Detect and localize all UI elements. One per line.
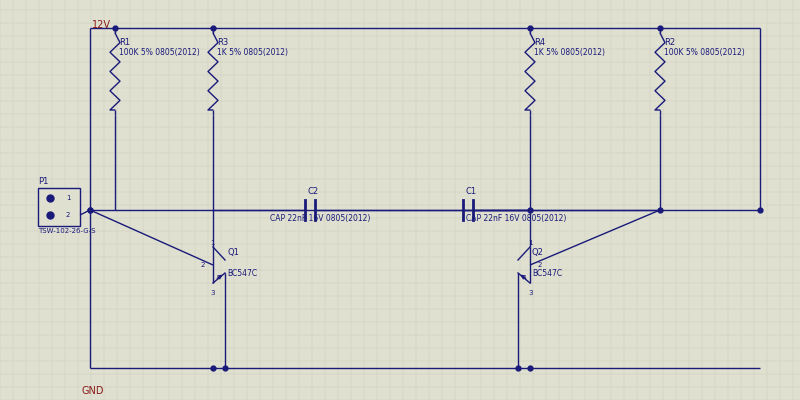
Text: GND: GND: [82, 386, 105, 396]
Text: CAP 22nF 16V 0805(2012): CAP 22nF 16V 0805(2012): [270, 214, 370, 223]
Text: P1: P1: [38, 177, 48, 186]
Text: C1: C1: [466, 187, 477, 196]
Text: 1K 5% 0805(2012): 1K 5% 0805(2012): [217, 48, 288, 57]
Text: R4: R4: [534, 38, 545, 47]
Text: 3: 3: [210, 290, 215, 296]
Text: 1K 5% 0805(2012): 1K 5% 0805(2012): [534, 48, 605, 57]
Text: 2: 2: [538, 262, 542, 268]
Text: BC547C: BC547C: [532, 269, 562, 278]
Text: C2: C2: [308, 187, 319, 196]
Text: 1: 1: [528, 240, 533, 246]
Text: 100K 5% 0805(2012): 100K 5% 0805(2012): [664, 48, 745, 57]
Text: R3: R3: [217, 38, 228, 47]
Text: 2: 2: [66, 212, 70, 218]
Text: 1: 1: [66, 195, 70, 201]
Text: TSW-102-26-G-S: TSW-102-26-G-S: [38, 228, 95, 234]
Bar: [38, 188, 80, 226]
Text: CAP 22nF 16V 0805(2012): CAP 22nF 16V 0805(2012): [466, 214, 566, 223]
Text: Q2: Q2: [532, 248, 544, 257]
Text: 100K 5% 0805(2012): 100K 5% 0805(2012): [119, 48, 200, 57]
Text: 2: 2: [201, 262, 205, 268]
Text: R1: R1: [119, 38, 130, 47]
Text: 12V: 12V: [92, 20, 111, 30]
Text: 1: 1: [210, 240, 215, 246]
Text: BC547C: BC547C: [227, 269, 257, 278]
Text: 3: 3: [528, 290, 533, 296]
Text: R2: R2: [664, 38, 675, 47]
Text: Q1: Q1: [227, 248, 239, 257]
